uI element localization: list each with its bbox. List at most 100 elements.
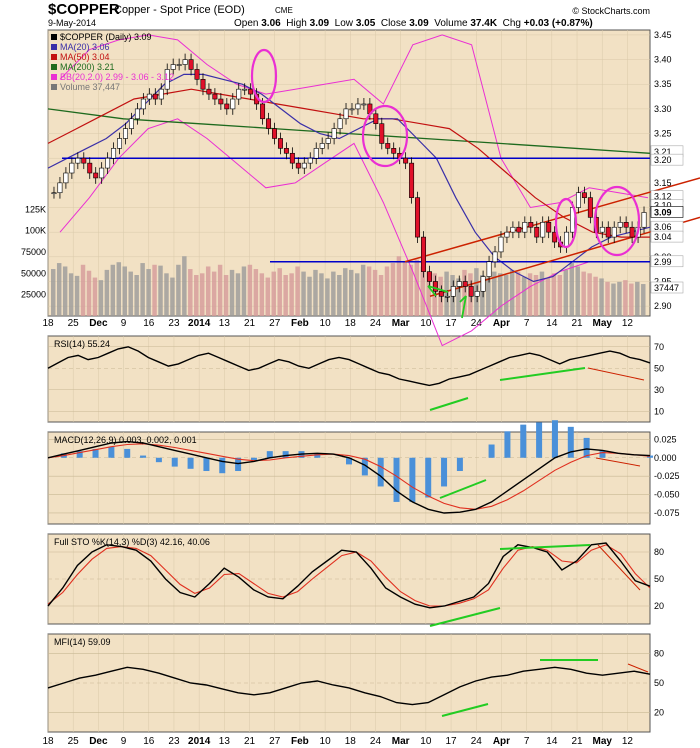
- ma20-line: [47, 73, 651, 283]
- macd-histogram-bar: [76, 451, 83, 458]
- candle-body: [522, 222, 528, 233]
- macd-histogram-bar: [250, 457, 257, 460]
- volume-bar: [545, 277, 551, 316]
- x-tick-label: 7: [524, 736, 530, 747]
- volume-bar: [92, 277, 98, 316]
- volume-bar: [402, 261, 408, 316]
- candle-body: [587, 197, 593, 218]
- candle-body: [611, 226, 617, 238]
- indicator-tick-label: -0.050: [654, 490, 680, 500]
- candle-body: [617, 222, 623, 228]
- candle-body: [295, 162, 301, 169]
- candle-body: [230, 98, 236, 110]
- x-tick-label: 27: [269, 318, 281, 329]
- x-tick-label: 13: [219, 736, 231, 747]
- macd-histogram-bar: [504, 431, 511, 458]
- volume-bar: [503, 275, 509, 316]
- candle-body: [248, 88, 254, 95]
- price-tag: [650, 281, 684, 294]
- macd-histogram-bar: [219, 457, 226, 474]
- volume-bar: [444, 271, 449, 316]
- volume-bar: [247, 264, 253, 316]
- x-tick-label: Feb: [291, 318, 309, 329]
- x-tick-label: 18: [345, 736, 357, 747]
- indicator-tick-label: 10: [654, 406, 664, 416]
- volume-bar: [515, 271, 521, 316]
- macd-histogram-bar: [266, 451, 273, 458]
- candle-body: [111, 148, 117, 159]
- volume-bar: [319, 273, 324, 316]
- volume-bar: [259, 273, 265, 316]
- volume-bar: [641, 284, 646, 316]
- volume-bar: [486, 277, 491, 316]
- legend-swatch: [51, 74, 57, 80]
- volume-bar: [521, 276, 527, 316]
- price-tag-label: 3.20: [654, 155, 672, 165]
- volume-bar: [551, 273, 557, 316]
- volume-bar: [605, 281, 610, 316]
- x-tick-label: 10: [420, 318, 432, 329]
- volume-bar: [241, 266, 247, 316]
- indicator-tick-label: -0.025: [654, 471, 680, 481]
- candle-body: [63, 172, 69, 184]
- candle-body: [81, 157, 87, 164]
- volume-bar: [569, 263, 574, 316]
- volume-bar: [635, 281, 640, 316]
- y-tick-label: 3.35: [654, 79, 672, 89]
- brand-link[interactable]: © StockCharts.com: [572, 6, 650, 16]
- legend-label: MA(20) 3.06: [60, 42, 110, 52]
- volume-bar: [194, 275, 199, 316]
- x-tick-label: 21: [571, 318, 583, 329]
- price-tag-label: 3.10: [654, 201, 672, 211]
- volume-bar: [354, 273, 360, 316]
- indicator-line: [47, 666, 651, 706]
- x-tick-label: 24: [370, 736, 382, 747]
- candle-body: [498, 236, 504, 253]
- candle-body: [206, 88, 212, 95]
- volume-bar: [527, 273, 533, 316]
- candle-body: [409, 162, 415, 198]
- candle-body: [128, 118, 134, 129]
- x-tick-label: 25: [68, 736, 80, 747]
- volume-bar: [372, 269, 378, 316]
- volume-bar: [337, 275, 342, 316]
- macd-histogram-bar: [171, 457, 178, 467]
- symbol: $COPPER: [48, 1, 120, 18]
- legend-label: Volume 37,447: [60, 82, 120, 92]
- candle-body: [134, 108, 140, 120]
- volume-bar: [456, 278, 461, 316]
- volume-bar: [289, 273, 294, 316]
- candle-body: [87, 162, 93, 174]
- volume-bar: [295, 266, 300, 316]
- price-tag-label: 3.09: [654, 207, 672, 217]
- indicator-panel: [47, 431, 651, 525]
- volume-bar: [343, 268, 348, 316]
- quote-date: 9-May-2014: [48, 18, 97, 28]
- volume-bar: [56, 263, 62, 316]
- volume-bar: [492, 271, 497, 316]
- indicator-tick-label: 50: [654, 363, 664, 373]
- x-tick-label: 12: [622, 736, 634, 747]
- legend-label: BB(20,2.0) 2.99 - 3.06 - 3.12: [60, 72, 174, 82]
- candle-body: [176, 64, 182, 66]
- candle-body: [581, 192, 587, 198]
- circle-highlight: [593, 185, 641, 257]
- macd-histogram-bar: [203, 457, 210, 472]
- price-tag-label: 3.21: [654, 147, 672, 157]
- x-tick-label: May: [592, 318, 612, 329]
- macd-histogram-bar: [187, 457, 194, 469]
- indicator-tick-label: 0.025: [654, 434, 677, 444]
- volume-bar: [86, 270, 92, 316]
- indicator-tick-label: 80: [654, 547, 664, 557]
- candle-body: [415, 197, 421, 238]
- volume-tick-label: 125K: [25, 204, 46, 214]
- candle-body: [361, 103, 367, 106]
- volume-bar: [378, 275, 384, 316]
- price-tag-label: 3.04: [654, 232, 672, 242]
- indicator-tick-label: 0.000: [654, 453, 677, 463]
- y-tick-label: 3.40: [654, 55, 672, 65]
- volume-bar: [390, 263, 396, 316]
- y-tick-label: 2.95: [654, 276, 672, 286]
- volume-bar: [366, 266, 372, 316]
- candle-body: [325, 138, 331, 144]
